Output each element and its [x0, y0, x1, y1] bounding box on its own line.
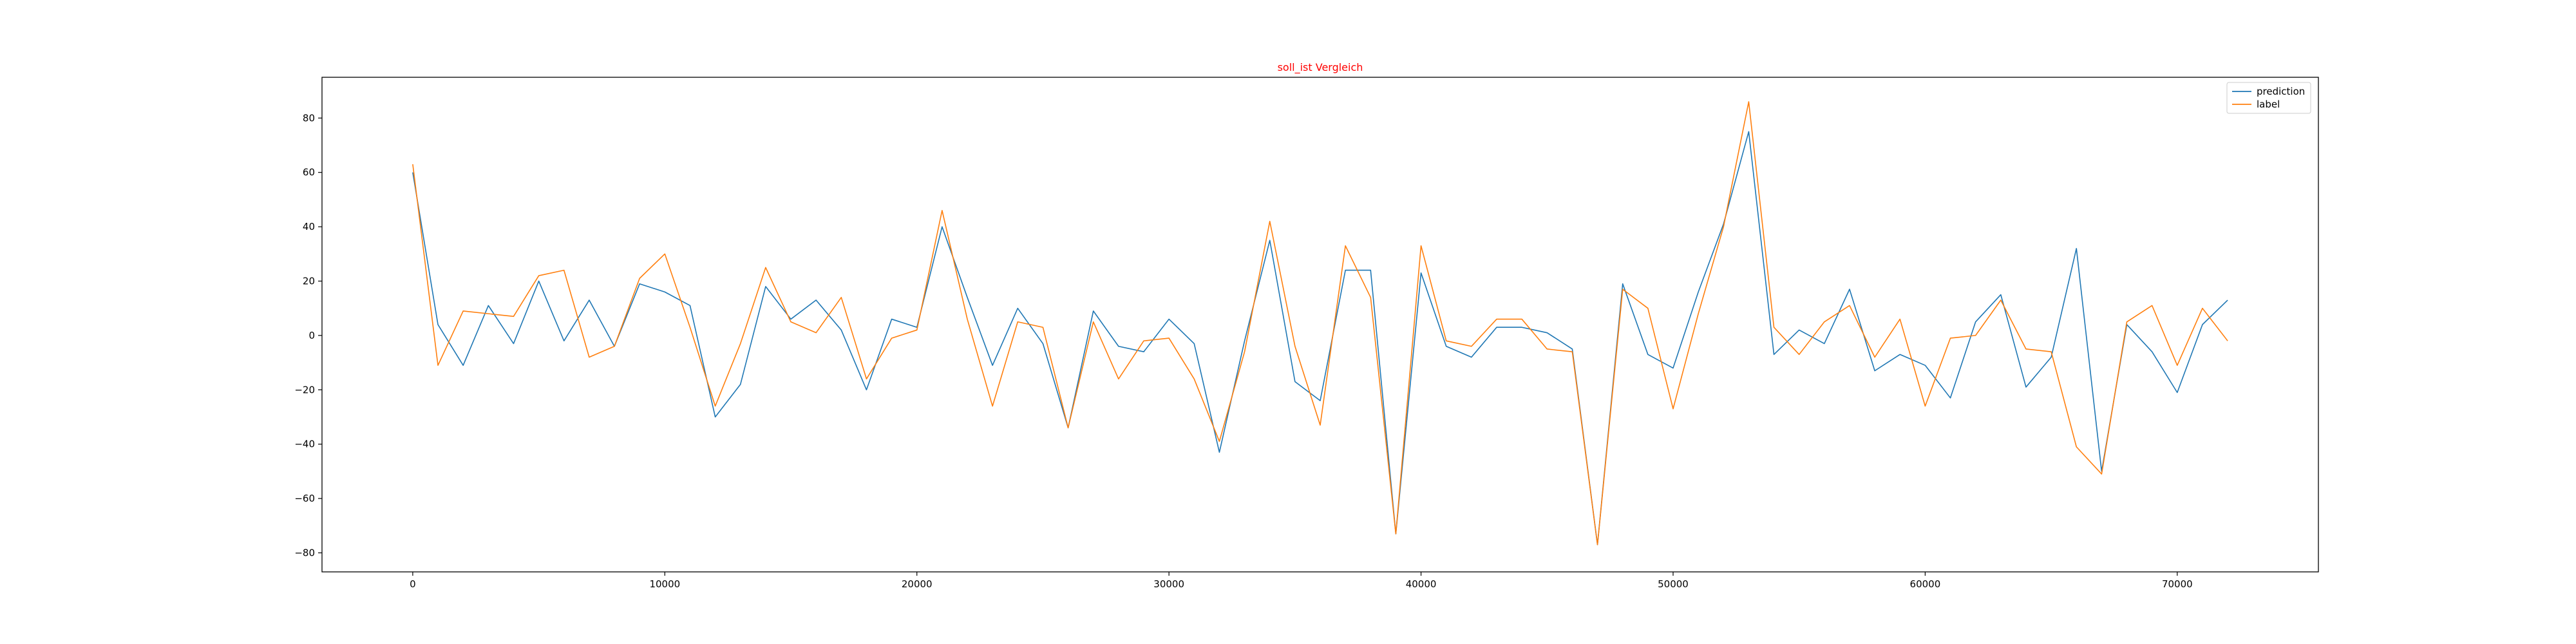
x-tick-label: 50000 [1658, 578, 1689, 590]
series-line-label [412, 101, 2228, 545]
series-line-prediction [412, 131, 2228, 545]
x-tick-label: 30000 [1153, 578, 1184, 590]
y-tick-label: 60 [303, 167, 315, 178]
y-tick-label: −20 [294, 384, 315, 395]
y-tick-label: −80 [294, 547, 315, 558]
x-tick-label: 0 [410, 578, 416, 590]
y-tick-label: 40 [303, 221, 315, 232]
plot-frame [321, 77, 2319, 573]
y-tick-label: −60 [294, 493, 315, 504]
y-tick-label: −40 [294, 439, 315, 450]
x-tick-label: 60000 [1910, 578, 1941, 590]
series-group [412, 101, 2228, 545]
x-tick-label: 20000 [902, 578, 933, 590]
y-tick-label: 20 [303, 275, 315, 287]
legend-label-prediction: prediction [2257, 86, 2305, 97]
legend-box [2226, 82, 2311, 114]
y-tick-label: 0 [308, 330, 315, 341]
legend: prediction label [2226, 82, 2311, 114]
x-tick-label: 40000 [1406, 578, 1437, 590]
x-tick-label: 70000 [2162, 578, 2193, 590]
chart-title: soll_ist Vergleich [1278, 61, 1363, 74]
y-tick-label: 80 [303, 112, 315, 124]
legend-label-label: label [2257, 99, 2280, 110]
x-tick-label: 10000 [649, 578, 680, 590]
